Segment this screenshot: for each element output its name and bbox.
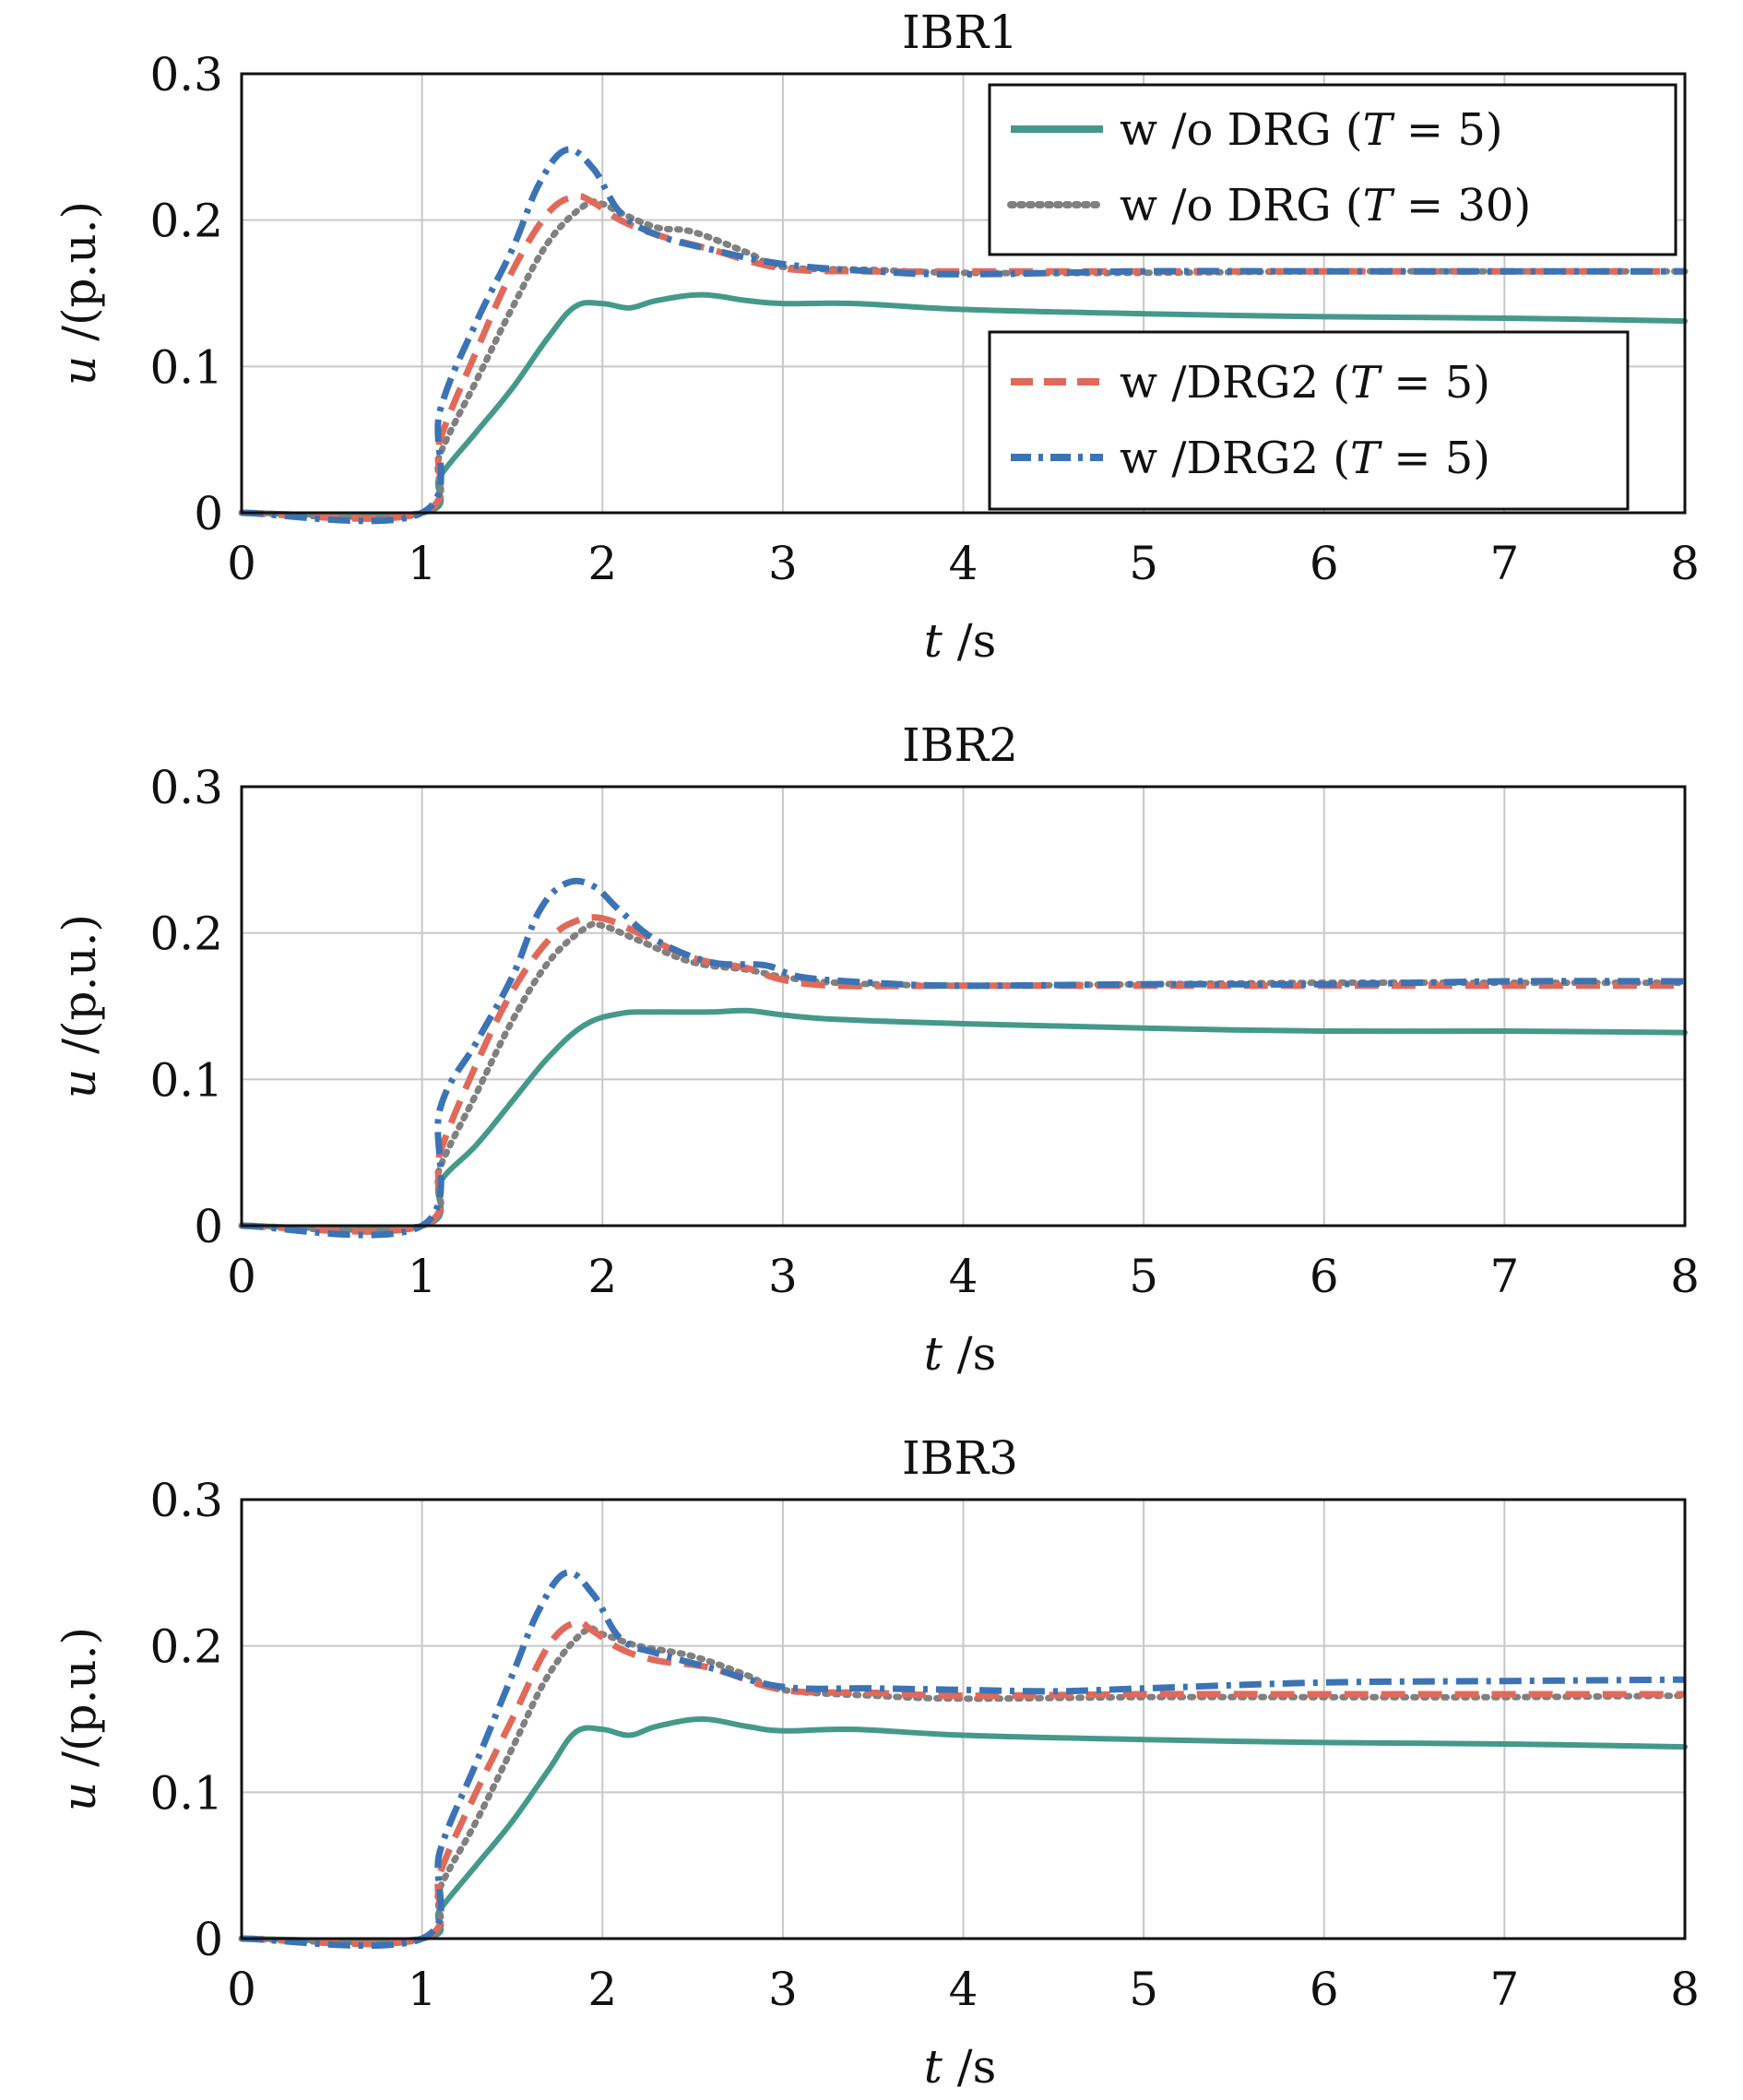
y-axis-label: u /(p.u.) (53, 914, 106, 1098)
x-axis-variable: t (924, 614, 943, 668)
series-line-4 (241, 1569, 1686, 1950)
x-tick-label: 3 (768, 1250, 798, 1303)
legend-label-1: w /o DRG (T = 5) (1120, 104, 1503, 156)
y-tick-label: 0.1 (149, 340, 223, 394)
chart-panel-ibr3: IBR3 0 1 2 3 4 5 6 7 8 0 0.1 0.2 0.3 t /s u /(p.u.) (53, 1431, 1700, 2094)
x-tick-label: 3 (768, 1963, 798, 2016)
x-tick-label: 2 (587, 1250, 617, 1303)
x-tick-label: 5 (1129, 1250, 1158, 1303)
x-tick-label: 6 (1310, 1250, 1339, 1303)
y-axis-unit: /(p.u.) (53, 201, 106, 356)
chart-panel-ibr2: IBR2 0 1 2 3 4 5 6 7 8 0 0.1 0.2 0.3 t /s u /(p.u.) (53, 718, 1700, 1381)
y-axis-unit: /(p.u.) (53, 914, 106, 1069)
x-axis-label: t /s (924, 1327, 997, 1381)
y-tick-label: 0.2 (149, 908, 223, 961)
x-axis-label: t /s (924, 614, 997, 668)
series-line-1 (239, 1007, 1688, 1232)
y-tick-label: 0.2 (149, 1620, 223, 1674)
x-tick-label: 5 (1129, 537, 1158, 590)
x-tick-label: 1 (408, 1250, 437, 1303)
series-line-1 (239, 291, 1688, 519)
series-line-3 (241, 1619, 1685, 1948)
y-tick-label: 0.1 (149, 1053, 223, 1107)
legend-top: w /o DRG (T = 5) w /o DRG (T = 30) (988, 83, 1678, 256)
x-tick-label: 2 (587, 537, 617, 590)
series-line-4 (241, 877, 1686, 1239)
y-axis-variable: u (53, 1069, 106, 1098)
x-tick-label: 1 (408, 537, 437, 590)
chart-title: IBR1 (902, 6, 1018, 59)
x-axis-variable: t (924, 2040, 943, 2094)
x-tick-label: 4 (949, 1963, 978, 2016)
x-axis-label: t /s (924, 2040, 997, 2094)
y-tick-label: 0.3 (149, 761, 223, 814)
y-tick-label: 0.1 (149, 1766, 223, 1820)
x-tick-label: 8 (1670, 1250, 1700, 1303)
legend-label-4: w /DRG2 (T = 5) (1120, 433, 1490, 484)
x-tick-label: 3 (768, 537, 798, 590)
series-line-2 (238, 198, 1689, 521)
y-axis-unit: /(p.u.) (53, 1627, 106, 1782)
series-line-2 (238, 1625, 1689, 1946)
chart-title: IBR2 (902, 718, 1018, 772)
chart-title: IBR3 (902, 1431, 1018, 1485)
legend-bottom: w /DRG2 (T = 5) w /DRG2 (T = 5) (988, 330, 1630, 511)
y-axis-label: u /(p.u.) (53, 1627, 106, 1811)
y-axis-variable: u (53, 1782, 106, 1811)
x-tick-label: 7 (1489, 537, 1519, 590)
x-tick-label: 4 (949, 537, 978, 590)
x-tick-label: 8 (1670, 1963, 1700, 2016)
x-tick-label: 6 (1310, 537, 1339, 590)
x-tick-label: 2 (587, 1963, 617, 2016)
y-axis-label: u /(p.u.) (53, 201, 106, 386)
x-axis-unit: /s (943, 1327, 996, 1381)
x-axis-unit: /s (943, 2040, 996, 2094)
plot-frame (240, 785, 1687, 1228)
y-tick-label: 0.2 (149, 195, 223, 248)
y-tick-label: 0.3 (149, 48, 223, 101)
y-tick-label: 0 (194, 487, 223, 540)
x-tick-label: 6 (1310, 1963, 1339, 2016)
y-tick-label: 0 (194, 1200, 223, 1253)
x-axis-variable: t (924, 1327, 943, 1381)
series-line-1 (239, 1716, 1688, 1944)
x-tick-label: 7 (1489, 1250, 1519, 1303)
y-tick-label: 0.3 (149, 1474, 223, 1527)
x-tick-label: 5 (1129, 1963, 1158, 2016)
chart-panel-ibr1: IBR1 0 1 2 3 4 5 6 7 800.10.20.3 t /s u /(p.u.) … (53, 6, 1700, 668)
x-axis-unit: /s (943, 614, 996, 668)
series-line-4 (241, 146, 1685, 525)
y-axis-variable: u (53, 356, 106, 386)
x-tick-label: 0 (227, 1250, 256, 1303)
legend-label-3: w /DRG2 (T = 5) (1120, 357, 1490, 409)
legend-label-2: w /o DRG (T = 30) (1120, 180, 1531, 231)
plot-frame (240, 1498, 1687, 1940)
x-tick-label: 8 (1670, 537, 1700, 590)
x-tick-label: 0 (227, 537, 256, 590)
plot-frame (240, 72, 1687, 515)
x-tick-label: 1 (408, 1963, 437, 2016)
x-tick-label: 0 (227, 1963, 256, 2016)
y-tick-label: 0 (194, 1913, 223, 1966)
x-tick-label: 4 (949, 1250, 978, 1303)
x-tick-label: 7 (1489, 1963, 1519, 2016)
